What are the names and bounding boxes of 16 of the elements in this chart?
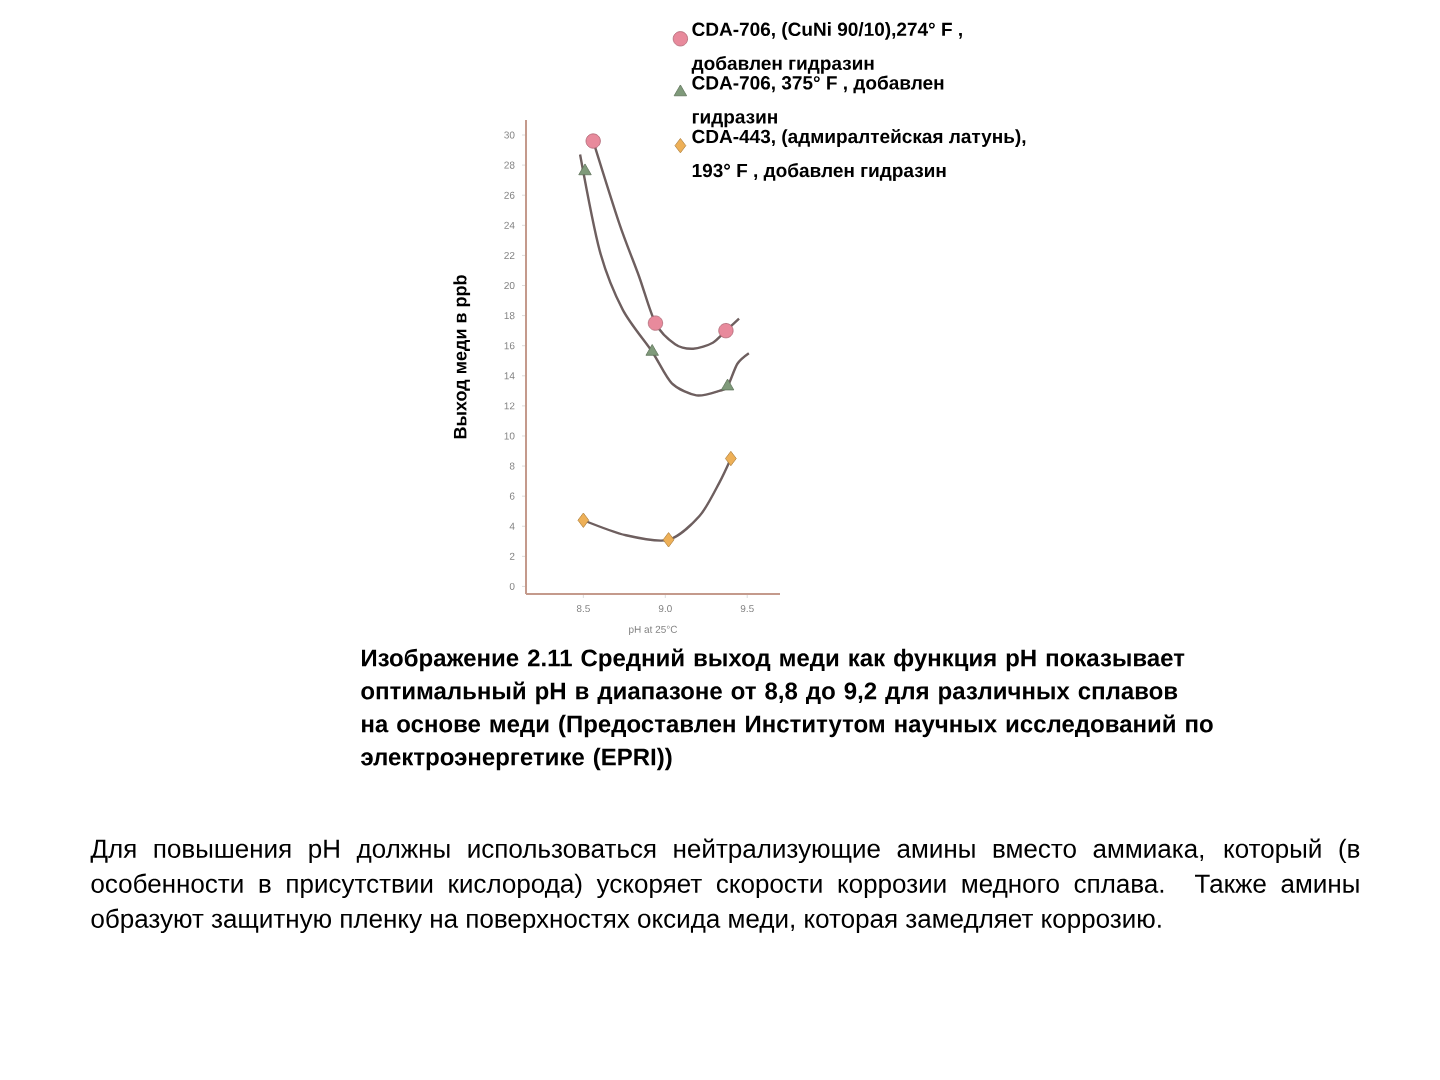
point (645, 344, 659, 356)
text: Изображение 2.11 Средний выход меди как функция pH показывает оптимальный pH в диапазоне от 8,8 до 9,2 для различных сплавов на основе меди (Предоставлен Институтом научных исследований по электроэнергетике (EPRI)) (361, 648, 1213, 771)
point (585, 133, 601, 149)
y-axis-title: Выход меди в ppb (453, 275, 471, 439)
line-series (578, 153, 751, 397)
point (725, 450, 737, 467)
point (662, 532, 675, 548)
legend-label: CDA-706, 375° F , добавлен гидразин (692, 75, 944, 128)
point (720, 378, 735, 391)
legend-label: CDA-706, (CuNi 90/10),274° F , добавлен гидразин (691, 22, 962, 74)
legend-label: CDA-443, (адмиралтейская латунь), 193° F , добавлен гидразин (692, 128, 1026, 181)
point (577, 512, 590, 528)
text: Для повышения pH должны использоваться нейтрализующие амины вместо аммиака, который (в особенности в присутствии кислорода) ускоряет скорости коррозии медного сплава. Также амины образуют защитную пленку на поверхностях оксида меди, которая замедляет коррозию. (90, 838, 1360, 934)
point (718, 323, 734, 339)
point (578, 163, 592, 176)
point (647, 315, 664, 331)
